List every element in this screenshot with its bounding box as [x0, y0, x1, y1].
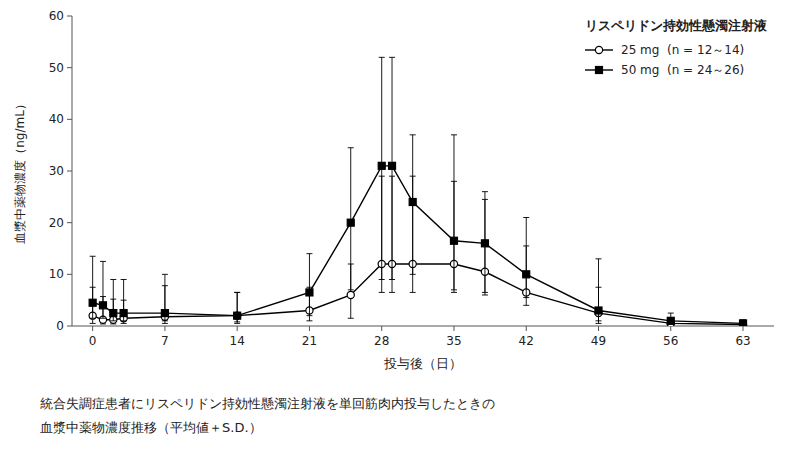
x-tick-label: 56 [663, 334, 678, 348]
error-bar [596, 259, 602, 321]
series [89, 57, 746, 326]
legend-swatch-marker [595, 46, 602, 53]
x-axis-label: 投与後（日） [383, 356, 462, 371]
point [378, 162, 385, 169]
y-axis-label: 血漿中薬物濃度（ng/mL） [13, 98, 27, 244]
error-bar [100, 261, 106, 318]
x-tick [237, 326, 238, 331]
y-tick [67, 274, 72, 275]
x-tick [453, 326, 454, 331]
error-bar [234, 292, 240, 323]
point [481, 240, 488, 247]
x-tick-label: 35 [446, 334, 461, 348]
plot-area [89, 57, 747, 326]
x-tick-label: 21 [302, 334, 317, 348]
y-tick-label: 50 [49, 61, 64, 75]
legend-swatch-marker [596, 67, 603, 74]
y-tick-label: 0 [56, 319, 64, 333]
point [347, 219, 354, 226]
y-tick-label: 20 [49, 216, 64, 230]
error-bar [110, 280, 116, 321]
point [110, 310, 117, 317]
point [389, 162, 396, 169]
y-tick [67, 222, 72, 223]
error-bar [162, 274, 168, 321]
x-tick-label: 0 [89, 334, 97, 348]
line [93, 264, 743, 324]
point [161, 310, 168, 317]
error-bar [234, 292, 240, 321]
point [740, 320, 747, 326]
legend-label: 50 mg (n = 24～26) [621, 63, 744, 77]
point [234, 312, 241, 319]
x-tick-label: 63 [735, 334, 750, 348]
point [234, 312, 241, 319]
point [99, 302, 106, 309]
point [523, 271, 530, 278]
point [120, 310, 127, 317]
error-bar [379, 57, 385, 279]
x-tick-label: 49 [591, 334, 606, 348]
point [89, 299, 96, 306]
y-tick [67, 119, 72, 120]
y-tick-label: 40 [49, 112, 64, 126]
legend-item: 50 mg (n = 24～26) [585, 63, 744, 77]
error-bar [90, 256, 96, 318]
x-tick-label: 7 [161, 334, 169, 348]
y-tick [67, 67, 72, 68]
legend-label: 25 mg (n = 12～14) [621, 43, 744, 57]
x-tick [598, 326, 599, 331]
error-bar [668, 313, 674, 323]
x-tick-label: 42 [519, 334, 534, 348]
error-bar [306, 254, 312, 316]
y-tick-label: 60 [49, 9, 64, 23]
point [450, 237, 457, 244]
chart: 0 7 14 21 28 35 42 49 56 63 0 10 20 30 40 50 60 投与後（日） 血漿中… [0, 0, 794, 473]
point [739, 321, 746, 326]
caption: 統合失調症患者にリスペリドン持効性懸濁注射液を単回筋肉内投与したときの [40, 396, 495, 411]
x-tick [309, 326, 310, 331]
y-tick [67, 326, 72, 327]
x-tick [92, 326, 93, 331]
y-tick-label: 30 [49, 164, 64, 178]
legend-item: 25 mg (n = 12～14) [585, 43, 744, 57]
x-tick [381, 326, 382, 331]
x-tick [164, 326, 165, 331]
line [93, 166, 743, 324]
point [595, 307, 602, 314]
axes: 0 7 14 21 28 35 42 49 56 63 0 10 20 30 40 50 60 [49, 9, 774, 348]
caption: 血漿中薬物濃度推移（平均値＋S.D.） [40, 420, 262, 435]
series [89, 176, 747, 326]
x-tick [670, 326, 671, 331]
point [667, 317, 674, 324]
y-tick-label: 10 [49, 267, 64, 281]
error-bar [523, 218, 529, 298]
error-bar [121, 280, 127, 321]
x-tick-label: 28 [374, 334, 389, 348]
error-bar [389, 57, 395, 279]
x-tick [743, 326, 744, 331]
error-bar [451, 135, 457, 293]
error-bar [482, 192, 488, 293]
x-tick [526, 326, 527, 331]
point [409, 199, 416, 206]
y-tick [67, 171, 72, 172]
error-bar [348, 148, 354, 290]
legend-title: リスペリドン持効性懸濁注射液 [585, 18, 768, 33]
point [306, 289, 313, 296]
error-bar [410, 135, 416, 275]
legend: リスペリドン持効性懸濁注射液 25 mg (n = 12～14) 50 mg (n … [585, 18, 768, 77]
x-tick-label: 14 [230, 334, 245, 348]
y-tick [67, 16, 72, 17]
point [347, 291, 354, 298]
